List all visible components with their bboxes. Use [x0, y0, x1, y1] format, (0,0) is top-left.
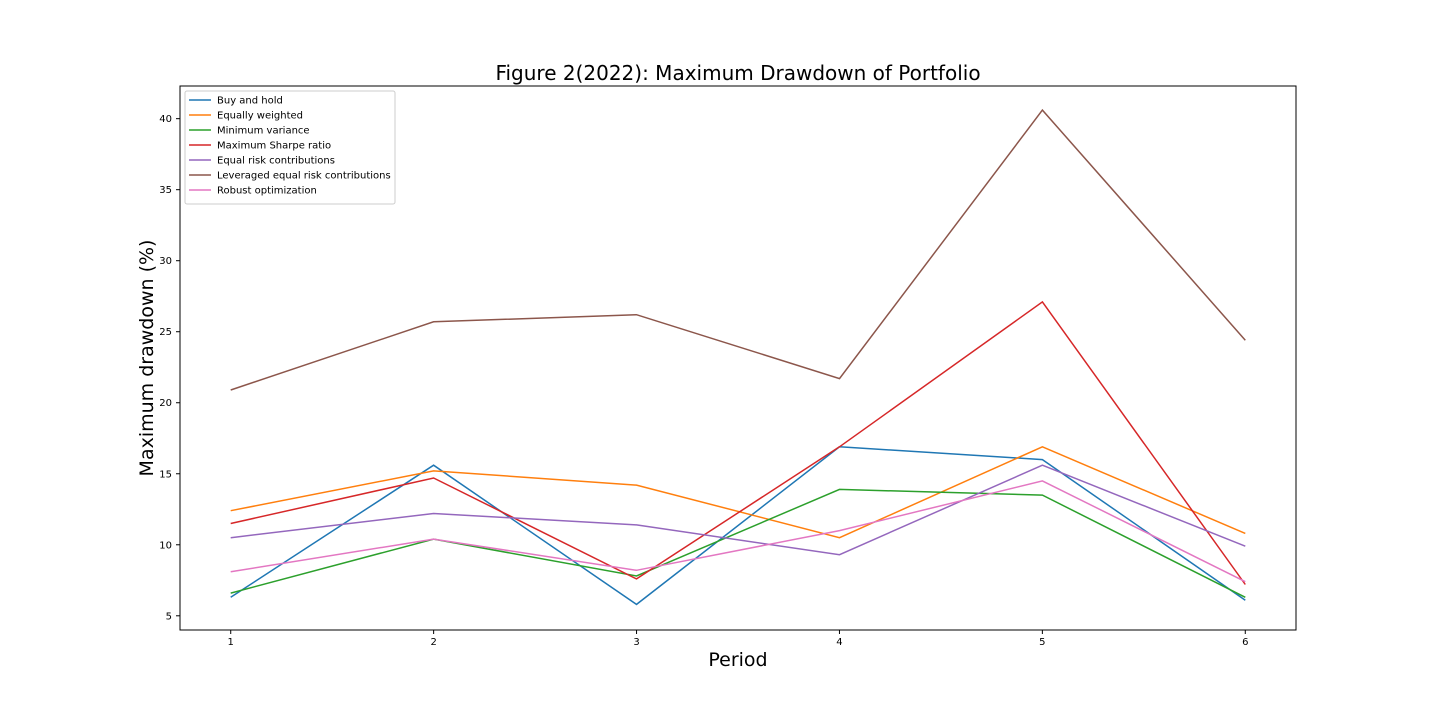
y-axis: 5 10 15 20 25 30 35 40 — [159, 114, 180, 622]
legend-label: Equally weighted — [217, 111, 303, 122]
series-line-1 — [230, 445, 1246, 539]
x-tick-label: 6 — [1242, 637, 1248, 648]
x-axis-label: Period — [708, 649, 767, 671]
legend-label: Minimum variance — [217, 126, 310, 137]
y-tick-label: 5 — [166, 611, 172, 622]
series-line-3 — [230, 300, 1246, 585]
legend: Buy and hold Equally weighted Minimum vari… — [184, 90, 396, 205]
series-line-4 — [230, 464, 1246, 556]
series-line-0 — [230, 446, 1246, 606]
y-tick-label: 30 — [159, 256, 172, 267]
plot-lines — [230, 108, 1246, 606]
x-tick-label: 3 — [633, 637, 639, 648]
x-axis: 1 2 3 4 5 6 — [228, 630, 1248, 648]
legend-label: Buy and hold — [217, 96, 283, 107]
legend-label: Robust optimization — [217, 186, 317, 197]
legend-label: Equal risk contributions — [217, 156, 335, 167]
x-tick-label: 5 — [1039, 637, 1045, 648]
y-tick-label: 40 — [159, 114, 172, 125]
y-tick-label: 15 — [159, 469, 172, 480]
series-line-5 — [230, 108, 1246, 391]
y-tick-label: 10 — [159, 540, 172, 551]
plot-area-frame — [179, 85, 1297, 631]
chart-title: Figure 2(2022): Maximum Drawdown of Port… — [495, 61, 980, 85]
y-axis-label: Maximum drawdown (%) — [136, 240, 158, 477]
series-line-6 — [230, 480, 1246, 583]
y-tick-label: 25 — [159, 327, 172, 338]
x-tick-label: 2 — [430, 637, 436, 648]
y-tick-label: 35 — [159, 185, 172, 196]
x-tick-label: 1 — [228, 637, 234, 648]
legend-label: Leveraged equal risk contributions — [217, 171, 391, 182]
x-tick-label: 4 — [836, 637, 842, 648]
legend-label: Maximum Sharpe ratio — [217, 141, 331, 152]
series-line-2 — [230, 488, 1246, 598]
legend-box — [184, 90, 396, 205]
y-tick-label: 20 — [159, 398, 172, 409]
